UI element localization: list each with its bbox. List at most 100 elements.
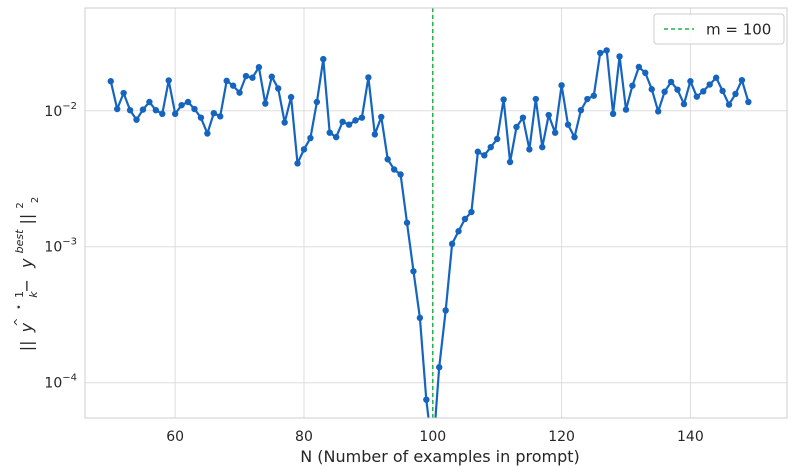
data-point [564, 121, 572, 128]
data-point [410, 268, 417, 275]
data-point [294, 160, 301, 167]
series [107, 47, 752, 418]
data-point [152, 106, 160, 114]
data-point [345, 121, 353, 128]
x-axis-label: N (Number of examples in prompt) [300, 447, 580, 466]
data-point [242, 72, 250, 80]
data-point [654, 108, 662, 115]
x-tick-label: 140 [677, 429, 704, 445]
data-point [378, 113, 385, 121]
data-point [687, 78, 694, 85]
data-point [313, 98, 321, 106]
data-point [107, 78, 114, 85]
data-point [506, 158, 514, 166]
y-tick-label: 10−4 [44, 373, 77, 392]
ylabel-norm-left: || [17, 340, 36, 351]
data-point [390, 166, 398, 173]
x-tick-labels: 60 80 100 120 140 [166, 429, 704, 445]
series-line [109, 49, 750, 418]
data-point [126, 106, 134, 114]
plot-frame [84, 7, 788, 419]
data-point [725, 101, 733, 108]
ylabel-minus: − [17, 279, 36, 292]
data-point [223, 77, 230, 85]
data-point [622, 106, 630, 113]
data-point [448, 240, 456, 248]
data-point [358, 114, 366, 121]
data-point [249, 74, 256, 81]
data-point [139, 106, 147, 113]
data-point [661, 88, 668, 95]
data-point [120, 89, 127, 97]
data-point [326, 129, 333, 136]
data-point [590, 92, 597, 99]
data-point [184, 98, 192, 106]
legend-box [653, 13, 785, 45]
x-tick-label: 120 [548, 429, 575, 445]
data-point [397, 171, 404, 178]
y-tick-label: 10−2 [44, 101, 77, 120]
ylabel-sq: 2 [15, 202, 26, 208]
data-point [609, 110, 617, 118]
data-point [648, 86, 655, 93]
data-point [178, 101, 185, 109]
data-point [642, 69, 649, 77]
data-point [403, 219, 411, 226]
data-point [558, 82, 565, 89]
data-point [442, 307, 449, 314]
data-point [674, 86, 681, 93]
data-point [545, 111, 552, 119]
data-point [114, 105, 121, 113]
ylabel-frac-num: 1 [13, 291, 26, 298]
ylabel-sub: 2 [30, 197, 41, 203]
legend-label: m = 100 [706, 21, 771, 39]
data-point [255, 64, 263, 71]
y-tick-label: 10−3 [44, 237, 77, 256]
data-point [719, 87, 726, 95]
data-point [371, 131, 379, 138]
data-point [146, 98, 153, 106]
data-point [500, 96, 507, 103]
data-point [365, 74, 372, 81]
data-point [603, 47, 610, 54]
data-point [513, 123, 520, 131]
data-point [300, 146, 308, 153]
data-point [275, 85, 282, 92]
y-tick-labels: 10−4 10−3 10−2 [44, 101, 77, 392]
data-point [539, 143, 546, 151]
grid [85, 8, 787, 418]
data-point [712, 74, 720, 81]
data-point [210, 109, 218, 117]
data-point [287, 93, 295, 101]
data-point [493, 135, 501, 143]
data-point [416, 314, 424, 322]
data-point [700, 88, 707, 95]
data-point [229, 82, 237, 89]
ylabel-norm-right: || [17, 214, 36, 225]
data-point [171, 110, 179, 118]
data-point [635, 63, 643, 71]
svg-text:1 k || y: 1 k || y ^ ⋆ − y best || 2 2 [7, 197, 41, 351]
data-point [159, 110, 166, 118]
data-point [455, 228, 462, 235]
data-point [436, 364, 443, 371]
ylabel-frac-den: k [27, 291, 40, 298]
data-point [680, 100, 688, 108]
data-point [307, 134, 314, 142]
data-point [693, 93, 701, 100]
ylabel-star: ⋆ [12, 304, 25, 311]
data-point [217, 113, 224, 120]
legend: m = 100 [653, 13, 785, 45]
data-point [597, 49, 604, 57]
data-point [320, 55, 327, 63]
data-point [526, 146, 533, 153]
data-point [551, 129, 559, 136]
data-point [474, 148, 482, 155]
data-point [667, 78, 675, 86]
data-point [468, 208, 475, 216]
x-tick-label: 80 [295, 429, 313, 445]
ylabel-ybest: y [17, 258, 36, 269]
data-point [165, 77, 172, 84]
data-point [236, 89, 243, 96]
ylabel-yhat: y [17, 322, 36, 333]
